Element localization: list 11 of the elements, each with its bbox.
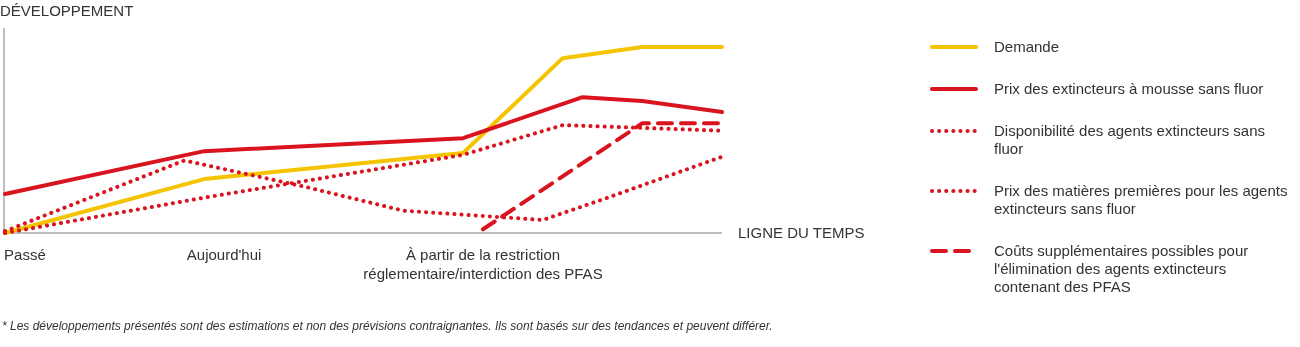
- legend-label: Coûts supplémentaires possibles pour l'élimination des agents extincteurs contenant des PFAS: [994, 242, 1249, 295]
- text: * Les développements présentés sont des estimations et non des prévisions contraignantes. Ils sont basés sur des tendances et peuvent différer.: [2, 319, 773, 333]
- legend-label: Prix des extincteurs à mousse sans fluor: [994, 80, 1264, 97]
- legend-label: Disponibilité des agents extincteurs sans fluor: [994, 122, 1265, 157]
- x-tick-label: Aujourd'hui: [186, 246, 262, 263]
- x-axis-title: LIGNE DU TEMPS: [738, 224, 865, 241]
- legend-label: Prix des matières premières pour les agents extincteurs sans fluor: [994, 182, 1288, 217]
- x-tick-label: À partir de la restriction réglementaire/interdiction des PFAS: [363, 246, 603, 282]
- legend-label: Demande: [994, 38, 1060, 55]
- x-tick-label: Passé: [4, 246, 46, 263]
- y-axis-title: DÉVELOPPEMENT: [0, 2, 134, 19]
